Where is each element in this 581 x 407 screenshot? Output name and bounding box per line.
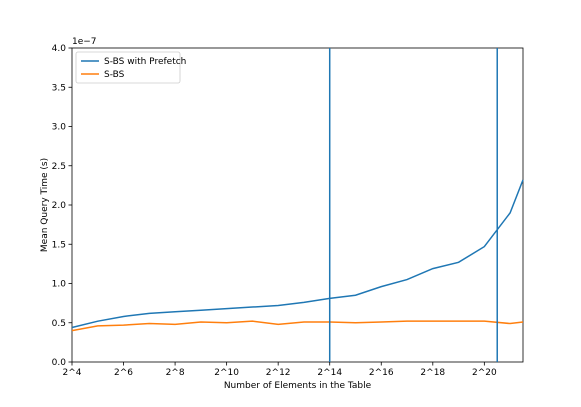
y-tick-label: 0.0: [52, 358, 67, 368]
x-tick-label: 2^8: [166, 368, 185, 378]
legend-label: S-BS with Prefetch: [104, 57, 186, 67]
y-offset-label: 1e−7: [72, 37, 97, 47]
y-tick-label: 2.5: [52, 162, 66, 172]
series-line-1: [71, 320, 524, 332]
y-tick-label: 1.0: [52, 280, 67, 290]
x-tick-label: 2^20: [472, 368, 497, 378]
y-tick-label: 3.5: [52, 83, 66, 93]
y-axis: 0.0 0.5 1.0 1.5 2.0 2.5 3.0 3.5 4.0: [52, 44, 72, 368]
x-axis: 2^4 2^6 2^8 2^10 2^12 2^14 2^16 2^18 2^20: [63, 362, 497, 378]
x-tick-label: 2^6: [114, 368, 133, 378]
series-lines: [71, 179, 524, 332]
y-tick-label: 1.5: [52, 240, 66, 250]
y-tick-label: 0.5: [52, 319, 66, 329]
vertical-lines: [328, 48, 498, 362]
x-tick-label: 2^4: [63, 368, 82, 378]
x-tick-label: 2^18: [420, 368, 445, 378]
y-tick-label: 3.0: [52, 123, 67, 133]
y-tick-label: 2.0: [52, 201, 67, 211]
x-tick-label: 2^12: [266, 368, 291, 378]
legend: S-BS with Prefetch S-BS: [75, 51, 186, 84]
x-tick-label: 2^14: [317, 368, 342, 378]
x-tick-label: 2^16: [369, 368, 394, 378]
series-line-0: [71, 179, 524, 329]
y-tick-label: 4.0: [52, 44, 67, 54]
x-axis-label: Number of Elements in the Table: [224, 381, 372, 391]
legend-label: S-BS: [104, 70, 125, 80]
y-axis-label: Mean Query Time (s): [40, 158, 50, 252]
legend-box: [75, 51, 181, 84]
x-tick-label: 2^10: [214, 368, 239, 378]
